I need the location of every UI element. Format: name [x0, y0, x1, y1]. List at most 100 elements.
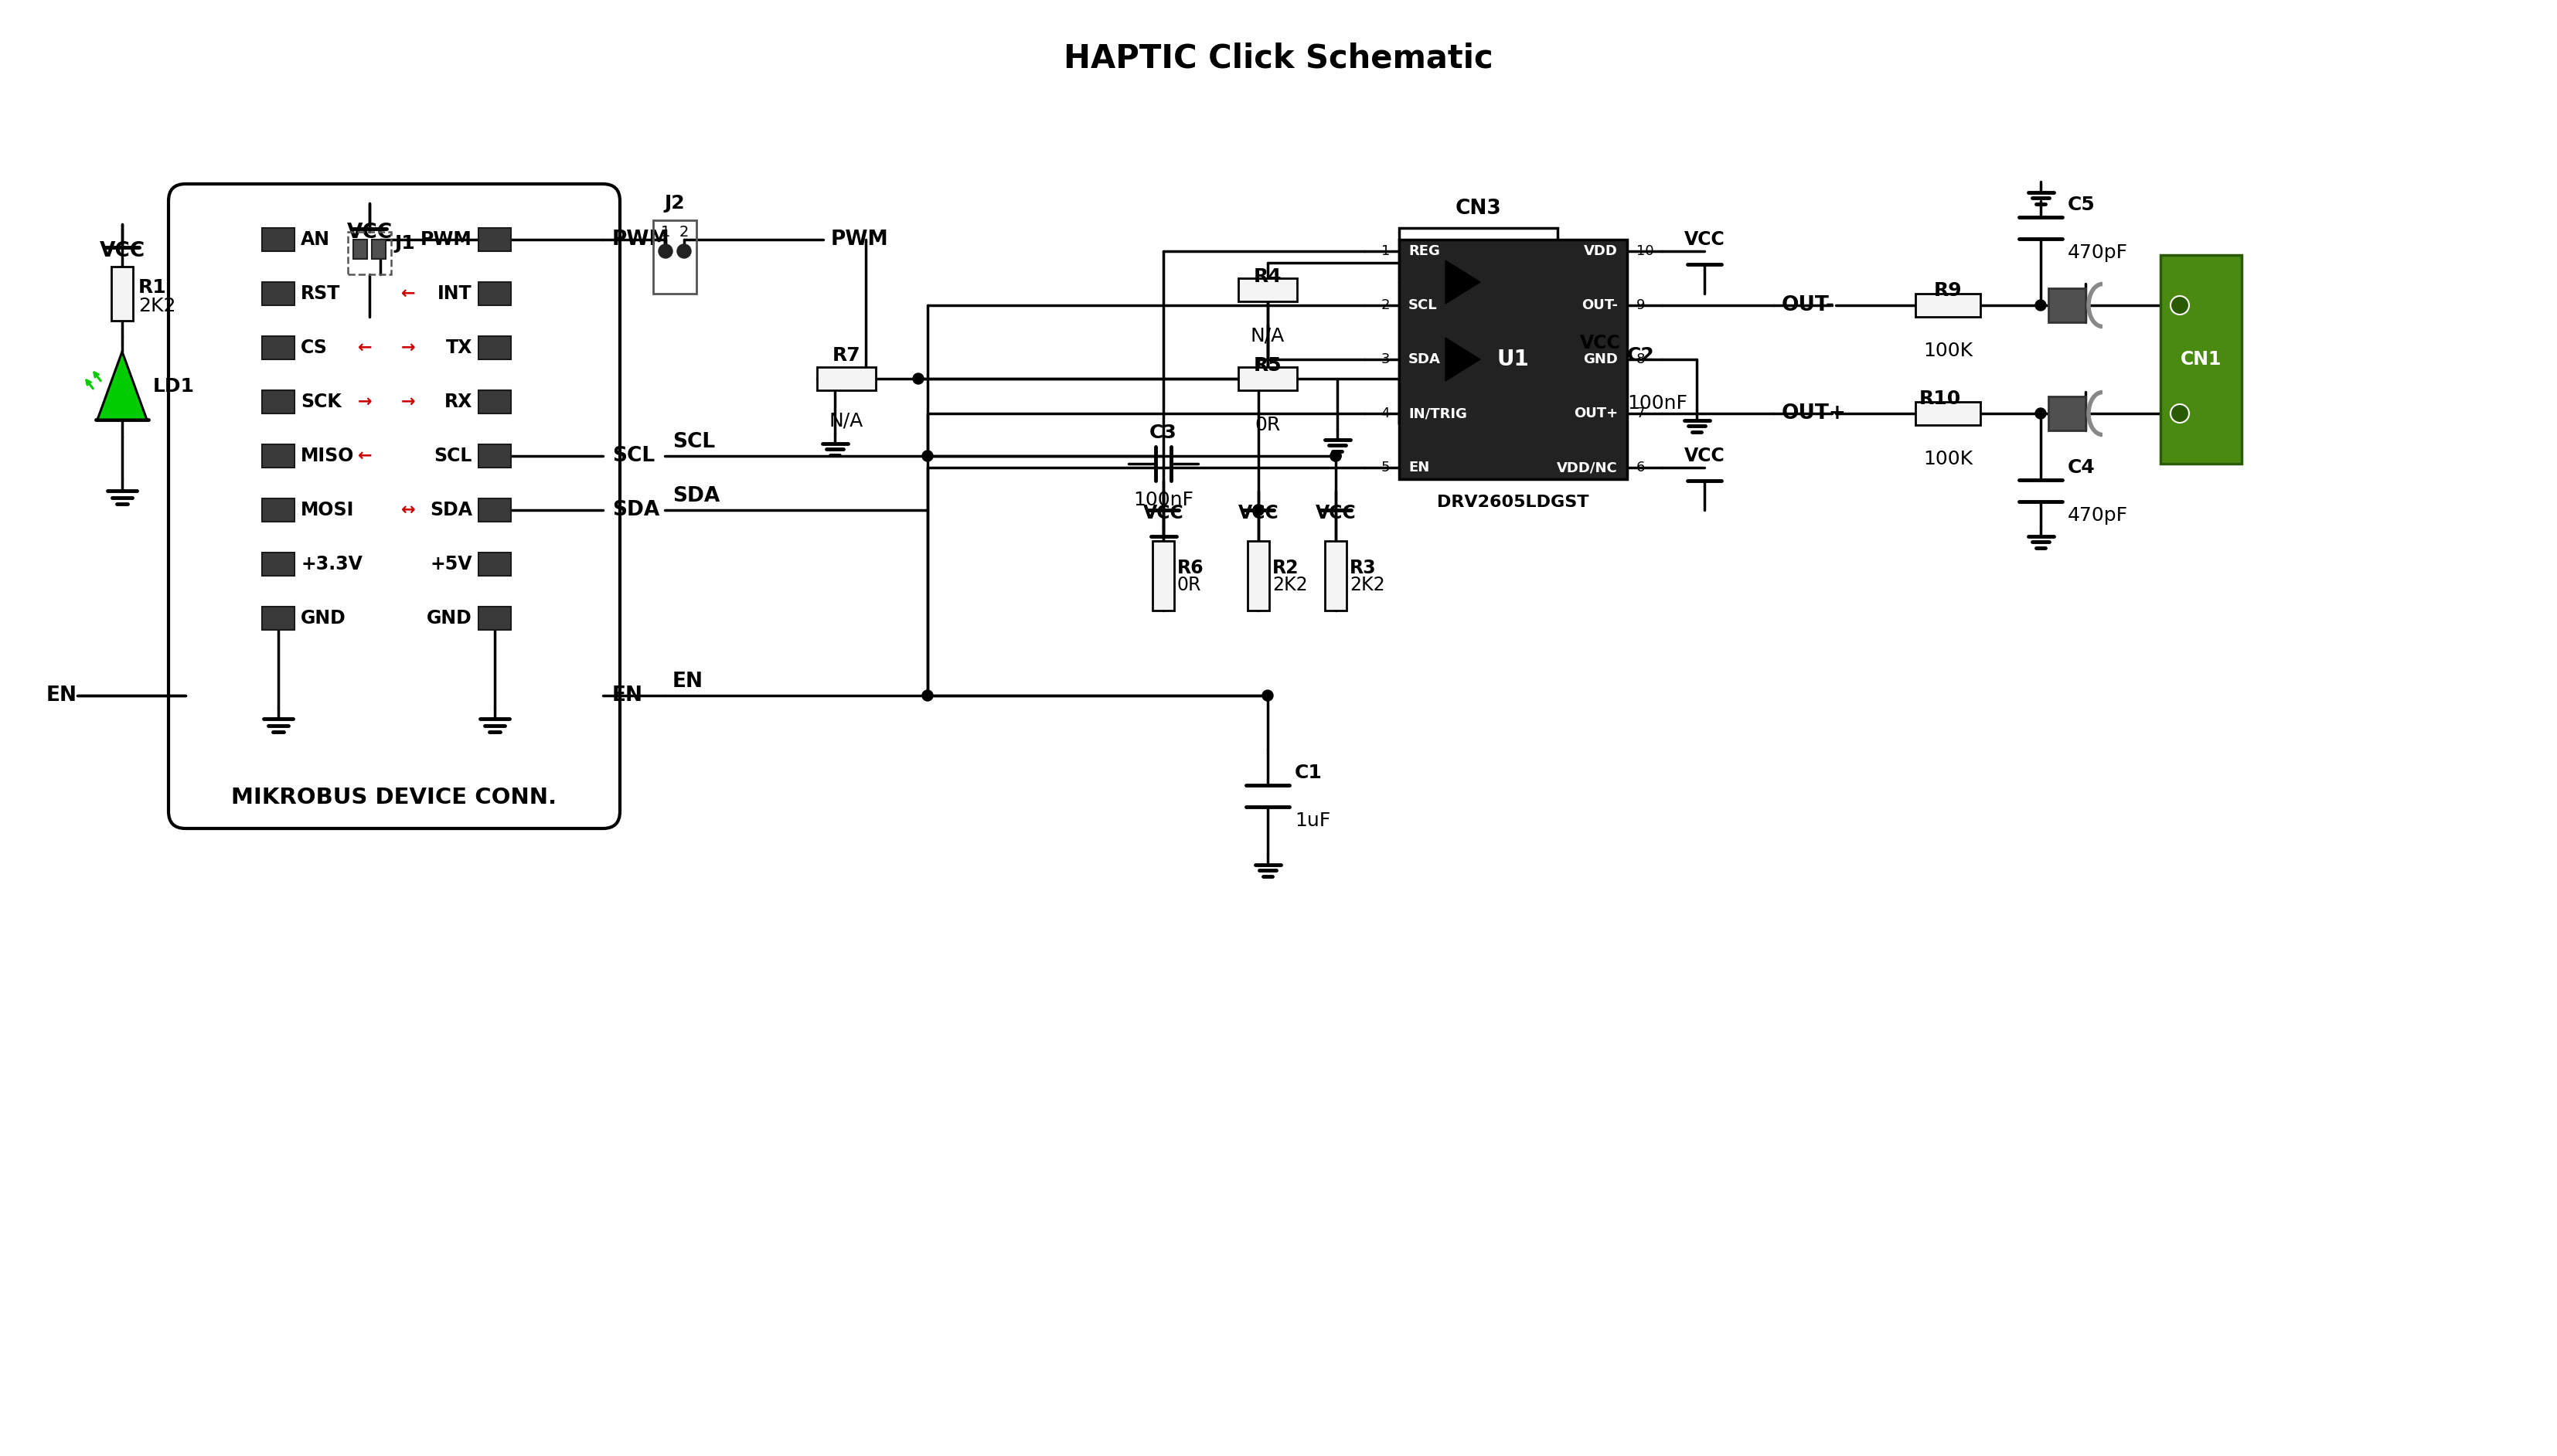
Text: EN: EN: [46, 686, 77, 706]
Bar: [478, 390, 511, 414]
Circle shape: [1253, 505, 1263, 515]
Text: N/A: N/A: [1250, 328, 1284, 345]
Bar: [261, 390, 294, 414]
Circle shape: [923, 690, 933, 700]
Bar: [478, 553, 511, 575]
Circle shape: [2171, 405, 2189, 422]
Circle shape: [1253, 505, 1263, 515]
Text: VDD: VDD: [1583, 245, 1619, 258]
Text: ←: ←: [358, 341, 371, 355]
Text: SCK: SCK: [302, 393, 343, 411]
Text: REG: REG: [1409, 245, 1440, 258]
Text: RX: RX: [445, 393, 473, 411]
Text: +5V: +5V: [430, 555, 473, 574]
Text: RST: RST: [302, 284, 340, 303]
Text: R2: R2: [1273, 559, 1299, 577]
Circle shape: [2171, 296, 2189, 314]
Text: GND: GND: [427, 609, 473, 628]
Bar: [478, 444, 511, 467]
Bar: [478, 229, 511, 252]
Text: R10: R10: [1920, 390, 1961, 408]
Bar: [478, 607, 511, 630]
Text: ↔: ↔: [401, 502, 414, 518]
Bar: [1153, 542, 1174, 610]
Circle shape: [923, 450, 933, 462]
Text: 2K2: 2K2: [1273, 575, 1307, 594]
Text: 6: 6: [1636, 460, 1644, 475]
Text: 470pF: 470pF: [2069, 243, 2127, 262]
Text: EN: EN: [611, 686, 644, 706]
Text: U1: U1: [1496, 348, 1529, 370]
Text: VCC: VCC: [1238, 504, 1278, 523]
Circle shape: [1263, 690, 1273, 700]
Bar: [652, 220, 696, 294]
Text: SCL: SCL: [1409, 298, 1437, 312]
Text: OUT-: OUT-: [1583, 298, 1619, 312]
Bar: [261, 553, 294, 575]
Text: OUT-: OUT-: [1782, 296, 1836, 316]
Bar: [1915, 294, 1979, 317]
Text: SDA: SDA: [672, 486, 721, 507]
Text: DRV2605LDGST: DRV2605LDGST: [1437, 495, 1588, 510]
Text: MOSI: MOSI: [302, 501, 355, 520]
Circle shape: [678, 245, 690, 258]
Text: ←: ←: [358, 448, 371, 463]
Circle shape: [2035, 300, 2046, 310]
Bar: [478, 336, 511, 360]
Bar: [1325, 542, 1348, 610]
Text: MIKROBUS DEVICE CONN.: MIKROBUS DEVICE CONN.: [233, 786, 557, 808]
Bar: [1238, 278, 1296, 301]
Text: SCL: SCL: [435, 447, 473, 466]
Text: AN: AN: [302, 230, 330, 249]
Bar: [113, 266, 133, 320]
Bar: [478, 498, 511, 521]
Text: 100nF: 100nF: [1133, 491, 1194, 510]
Text: SDA: SDA: [611, 499, 660, 520]
Text: TX: TX: [445, 338, 473, 357]
Text: 0R: 0R: [1255, 416, 1281, 434]
Text: 2: 2: [680, 224, 688, 239]
Text: R3: R3: [1350, 559, 1376, 577]
Text: CN3: CN3: [1455, 198, 1501, 218]
Text: 8: 8: [1636, 352, 1644, 367]
Bar: [261, 607, 294, 630]
Text: J2: J2: [665, 194, 685, 213]
Text: 470pF: 470pF: [2069, 507, 2127, 524]
Text: VCC: VCC: [348, 223, 391, 243]
Text: GND: GND: [302, 609, 345, 628]
Text: R1: R1: [138, 278, 166, 297]
Text: →: →: [401, 341, 414, 355]
Text: 1: 1: [1381, 245, 1391, 258]
Text: MISO: MISO: [302, 447, 355, 466]
Text: OUT+: OUT+: [1782, 403, 1846, 424]
Text: +3.3V: +3.3V: [302, 555, 363, 574]
Text: SCL: SCL: [672, 432, 716, 453]
Bar: [1248, 542, 1268, 610]
Text: VDD/NC: VDD/NC: [1557, 460, 1619, 475]
Text: 1: 1: [660, 224, 670, 239]
Text: 0R: 0R: [1176, 575, 1202, 594]
Bar: [1399, 240, 1626, 479]
Polygon shape: [97, 352, 146, 419]
Text: 9: 9: [1636, 298, 1644, 312]
Text: GND: GND: [1583, 352, 1619, 367]
Bar: [371, 240, 386, 259]
Polygon shape: [1445, 338, 1481, 381]
Text: VCC: VCC: [1314, 504, 1355, 523]
Polygon shape: [1445, 261, 1481, 304]
Circle shape: [660, 245, 672, 258]
Text: VCC: VCC: [100, 242, 146, 261]
Text: EN: EN: [1409, 460, 1429, 475]
Text: 4: 4: [1381, 406, 1391, 421]
Text: N/A: N/A: [828, 411, 864, 430]
Text: 10: 10: [1636, 245, 1654, 258]
Text: C1: C1: [1294, 763, 1322, 782]
Bar: [478, 282, 511, 306]
Text: PWM: PWM: [422, 230, 473, 249]
Bar: [818, 367, 877, 390]
Text: C3: C3: [1151, 424, 1176, 443]
Text: 3: 3: [1381, 352, 1391, 367]
Text: J1: J1: [394, 234, 414, 253]
Bar: [348, 232, 391, 274]
Text: R5: R5: [1253, 357, 1281, 374]
